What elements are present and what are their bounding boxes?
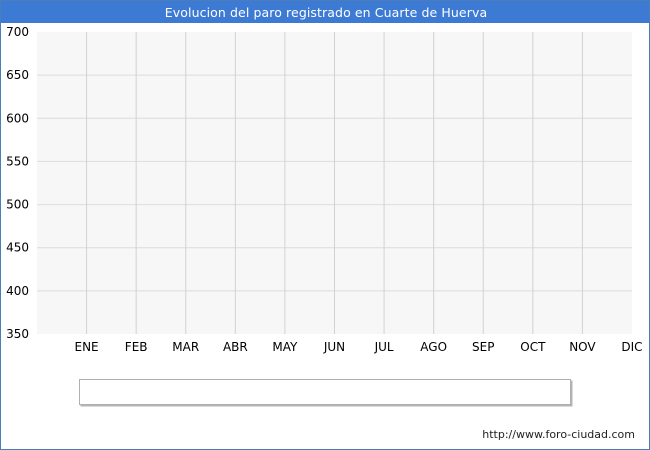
y-axis-tick-label: 500 — [6, 198, 29, 212]
x-axis-tick-label: JUN — [323, 340, 345, 354]
source-url: http://www.foro-ciudad.com — [482, 428, 635, 441]
x-axis-tick-label: JUL — [374, 340, 394, 354]
x-axis-tick-label: OCT — [520, 340, 546, 354]
y-axis-tick-labels: 350 400 450 500 550 600 650 700 — [6, 25, 29, 341]
y-axis-tick-label: 400 — [6, 284, 29, 298]
x-axis-tick-label: FEB — [125, 340, 148, 354]
chart-canvas: 350 400 450 500 550 600 650 700 ENE FEB MAR ABR MAY… — [1, 23, 649, 449]
x-axis-tick-label: ABR — [223, 340, 248, 354]
y-axis-tick-label: 700 — [6, 25, 29, 39]
x-axis-tick-labels: ENE FEB MAR ABR MAY JUN JUL AGO SEP OCT NOV DIC — [75, 340, 643, 354]
line-chart-svg: 350 400 450 500 550 600 650 700 ENE FEB MAR ABR MAY… — [6, 25, 643, 354]
x-axis-tick-label: SEP — [472, 340, 494, 354]
y-axis-tick-label: 600 — [6, 111, 29, 125]
y-axis-tick-label: 450 — [6, 241, 29, 255]
y-axis-tick-label: 650 — [6, 68, 29, 82]
x-axis-tick-label: NOV — [569, 340, 596, 354]
x-axis-tick-label: DIC — [621, 340, 642, 354]
window-title-bar: Evolucion del paro registrado en Cuarte … — [1, 1, 649, 23]
x-axis-tick-label: MAR — [172, 340, 199, 354]
grid-lines — [37, 32, 632, 334]
x-axis-tick-label: MAY — [272, 340, 298, 354]
y-axis-tick-label: 350 — [6, 327, 29, 341]
y-axis-tick-label: 550 — [6, 154, 29, 168]
chart-legend — [79, 379, 571, 405]
x-axis-tick-label: ENE — [75, 340, 99, 354]
x-axis-tick-label: AGO — [420, 340, 447, 354]
page-title: Evolucion del paro registrado en Cuarte … — [164, 4, 488, 20]
